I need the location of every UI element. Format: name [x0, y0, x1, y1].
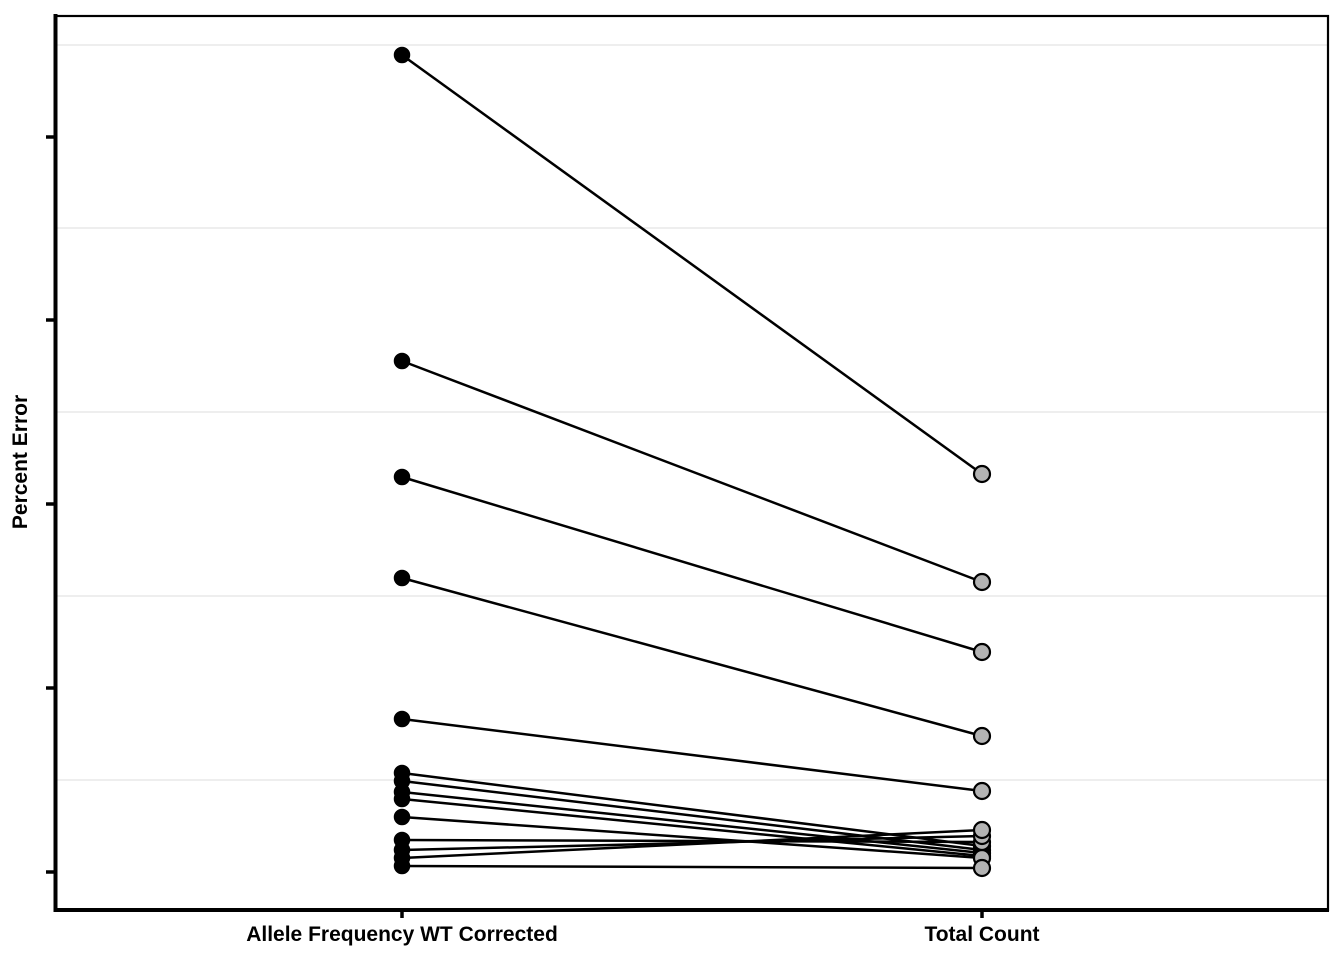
slope-line [401, 815, 983, 860]
gridline-layer [55, 44, 1328, 781]
x-axis-label-total-count: Total Count [924, 923, 1039, 946]
right-data-point [972, 464, 992, 484]
slope-line-layer [401, 53, 983, 870]
slope-line [401, 838, 983, 844]
slope-line [401, 53, 983, 476]
left-data-point [393, 790, 411, 808]
slope-line [401, 828, 983, 860]
left-data-point [393, 857, 411, 875]
right-data-point [972, 820, 992, 840]
y-axis-title: Percent Error [9, 395, 32, 529]
left-data-point [393, 808, 411, 826]
slope-line [401, 797, 983, 858]
left-data-point [393, 569, 411, 587]
slope-line [401, 717, 983, 793]
right-data-point [972, 642, 992, 662]
slope-line [401, 475, 983, 654]
slope-line [401, 576, 983, 738]
left-data-point [393, 352, 411, 370]
right-data-point [972, 781, 992, 801]
left-data-point [393, 46, 411, 64]
right-data-point [972, 572, 992, 592]
slope-line [401, 864, 983, 870]
data-point-layer [393, 46, 992, 878]
right-data-point [972, 858, 992, 878]
x-axis-label-allele-frequency-wt-corrected: Allele Frequency WT Corrected [246, 923, 558, 946]
panel-border [53, 14, 1330, 912]
slope-line [401, 359, 983, 584]
right-data-point [972, 726, 992, 746]
left-data-point [393, 710, 411, 728]
left-data-point [393, 468, 411, 486]
